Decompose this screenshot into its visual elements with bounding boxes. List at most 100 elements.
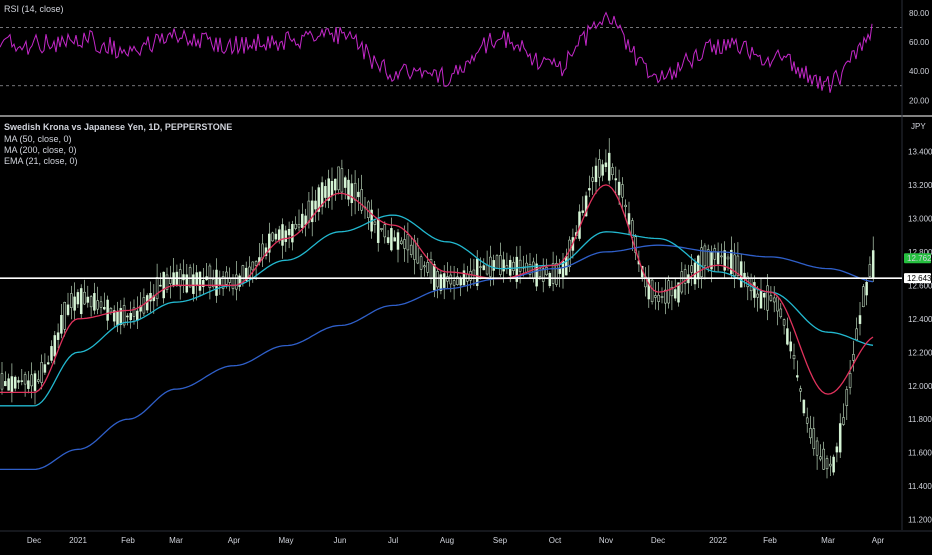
candle-body [162, 271, 165, 299]
price-y-tick-label: 12.400 [908, 315, 932, 324]
rsi-label: RSI (14, close) [4, 4, 64, 14]
candle-body [165, 274, 169, 290]
candle-body [380, 228, 383, 230]
candle-body [103, 307, 106, 310]
price-y-tick-label: 13.000 [908, 214, 932, 223]
candle-body [56, 332, 60, 340]
candle-body [254, 261, 258, 266]
candle-body [799, 388, 802, 392]
candle-body [215, 269, 218, 296]
chart-title: Swedish Krona vs Japanese Yen, 1D, PEPPE… [4, 122, 232, 132]
price-y-tick-label: 13.200 [908, 181, 932, 190]
candle-body [360, 189, 363, 211]
indicator-ema21-label: EMA (21, close, 0) [4, 156, 78, 166]
candle-body [86, 296, 90, 303]
candle-body [291, 224, 294, 243]
price-y-tick-label: 11.800 [908, 415, 932, 424]
candle-body [690, 265, 693, 273]
candle-body [512, 261, 515, 271]
candle-body [271, 232, 274, 242]
candle-body [819, 456, 822, 460]
candle-body [93, 293, 96, 311]
rsi-y-tick-label: 60.00 [909, 38, 930, 47]
x-tick-label: Jun [334, 536, 347, 545]
candle-body [347, 179, 350, 200]
price-y-tick-label: 12.000 [908, 382, 932, 391]
candle-body [66, 304, 70, 315]
x-tick-label: Feb [763, 536, 777, 545]
candle-body [238, 275, 241, 287]
candle-body [297, 224, 301, 228]
candle-body [116, 311, 119, 326]
price-y-tick-label: 11.200 [908, 516, 932, 525]
candle-body [551, 263, 555, 284]
candle-body [132, 307, 136, 317]
candle-body [373, 221, 377, 225]
candle-body [518, 259, 522, 272]
candle-body [555, 263, 558, 285]
candle-body [871, 250, 875, 279]
hline-price-label: 12.643 [907, 274, 932, 283]
candle-body [274, 233, 278, 240]
candle-body [202, 280, 205, 287]
candle-body [211, 279, 215, 288]
candle-body [502, 259, 505, 272]
candle-body [842, 417, 845, 425]
x-tick-label: Apr [228, 536, 241, 545]
candle-body [743, 272, 746, 278]
candle-body [700, 247, 703, 277]
candle-body [548, 272, 552, 287]
candle-body [756, 293, 759, 298]
rsi-y-axis: 80.00 60.00 40.00 20.00 [909, 9, 930, 106]
candle-body [76, 292, 80, 305]
candle-body [802, 399, 806, 414]
candle-body [492, 260, 495, 271]
candle-body [46, 362, 50, 365]
candle-body [858, 315, 862, 324]
x-tick-label: Nov [599, 536, 613, 545]
candle-body [149, 293, 152, 302]
candle-body [409, 244, 413, 255]
candle-body [535, 263, 538, 287]
candle-body [188, 267, 192, 288]
candle-body [469, 271, 472, 281]
candle-body [235, 274, 238, 290]
price-panel: Swedish Krona vs Japanese Yen, 1D, PEPPE… [0, 122, 932, 525]
candle-body [611, 167, 614, 175]
candle-body [766, 285, 769, 311]
candle-body [436, 271, 439, 288]
candle-body [832, 456, 835, 473]
indicator-ma50-label: MA (50, close, 0) [4, 134, 72, 144]
hline-price-badge [904, 273, 931, 284]
x-tick-label: Feb [121, 536, 135, 545]
candle-body [185, 274, 189, 293]
candle-body [594, 165, 598, 183]
candle-body [327, 178, 330, 201]
candle-body [136, 310, 139, 321]
candle-body [647, 277, 651, 300]
candle-body [664, 289, 667, 304]
candle-body [37, 379, 40, 382]
candle-body [604, 162, 608, 167]
x-tick-label: Oct [549, 536, 562, 545]
candle-body [169, 278, 172, 284]
candle-body [677, 282, 680, 303]
last-price-label: 12.762 [907, 254, 932, 263]
candle-body [317, 187, 321, 212]
candle-body [776, 296, 779, 312]
candle-body [621, 184, 624, 198]
candle-body [403, 239, 406, 249]
candle-body [172, 272, 175, 287]
candle-body [419, 256, 423, 270]
candle-body [251, 261, 255, 271]
candle-body [759, 291, 763, 309]
candle-body [314, 200, 317, 210]
candle-body [835, 446, 839, 453]
candles [0, 138, 875, 479]
rsi-panel: RSI (14, close) 80.00 60.00 40.00 20.00 [0, 4, 930, 105]
candle-body [89, 296, 93, 308]
candle-body [786, 328, 789, 345]
x-tick-label: Sep [493, 536, 508, 545]
candle-body [386, 237, 390, 243]
